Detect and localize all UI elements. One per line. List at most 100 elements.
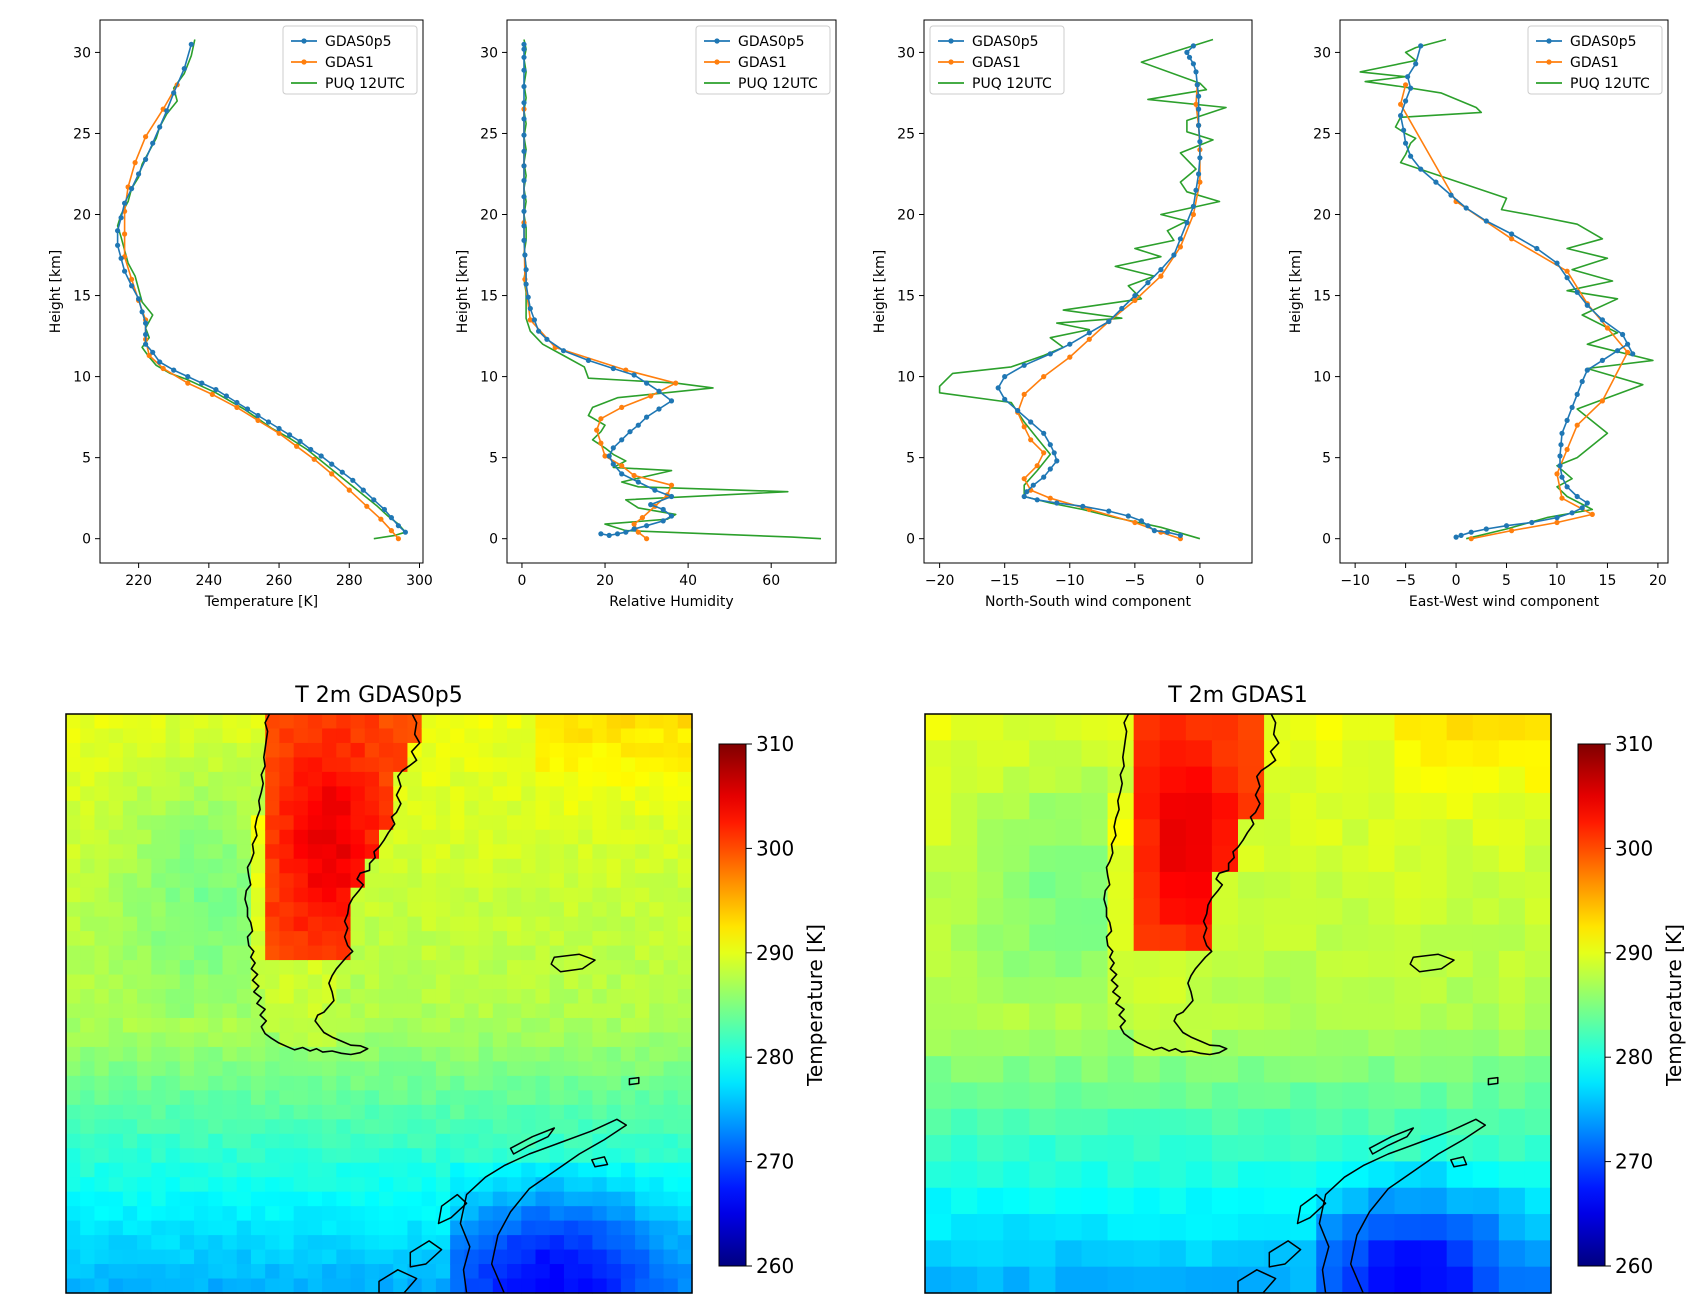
map-cell: [1472, 819, 1500, 847]
map-cell: [194, 1148, 209, 1164]
map-cell: [1290, 766, 1317, 794]
map-cell: [1264, 1003, 1291, 1031]
map-cell: [66, 1133, 81, 1149]
map-cell: [279, 829, 295, 845]
map-cell: [1211, 1187, 1239, 1215]
map-cell: [1342, 898, 1370, 926]
map-cell: [450, 974, 465, 990]
map-cell: [1524, 1003, 1552, 1031]
map-cell: [507, 887, 522, 903]
map-cell: [279, 858, 295, 874]
colorbar-label: Temperature [K]: [1662, 924, 1686, 1087]
map-cell: [108, 873, 124, 889]
map-cell: [592, 902, 608, 918]
map-cell: [307, 1017, 323, 1034]
data-point-gdas0p5: [521, 67, 527, 73]
map-cell: [620, 1090, 636, 1106]
map-cell: [80, 902, 96, 918]
map-cell: [535, 1235, 551, 1251]
map-cell: [1290, 1187, 1317, 1215]
map-cell: [663, 742, 679, 759]
map-cell: [563, 873, 579, 889]
data-point-gdas0p5: [1196, 106, 1202, 112]
map-cell: [464, 1046, 480, 1062]
map-cell: [478, 829, 494, 845]
map-cell: [663, 728, 679, 744]
map-cell: [336, 786, 352, 802]
map-cell: [635, 742, 650, 759]
map-cell: [208, 873, 224, 889]
map-cell: [236, 989, 252, 1005]
map-cell: [165, 1017, 181, 1034]
map-cell: [165, 1264, 181, 1280]
map-cell: [592, 771, 608, 787]
map-cell: [435, 771, 451, 787]
map-cell: [393, 1104, 409, 1120]
map-cell: [222, 757, 238, 773]
map-cell: [350, 858, 366, 874]
map-cell: [250, 887, 266, 903]
map-cell: [1185, 766, 1213, 794]
map-cell: [649, 786, 665, 802]
map-cell: [336, 771, 352, 787]
map-cell: [925, 714, 952, 741]
data-point-gdas0p5: [1184, 49, 1190, 56]
map-cell: [322, 902, 337, 918]
map-cell: [137, 1133, 152, 1149]
plot-area: [938, 38, 1227, 542]
map-cell: [108, 1278, 124, 1294]
map-cell: [194, 916, 209, 932]
map-cell: [663, 1249, 679, 1265]
map-cell: [951, 977, 978, 1005]
map-cell: [649, 1264, 665, 1280]
data-point-gdas0p5: [1015, 408, 1021, 414]
map-cell: [94, 1220, 110, 1236]
map-cell: [478, 1191, 494, 1207]
data-point-gdas0p5: [171, 90, 177, 96]
map-cell: [421, 873, 437, 889]
map-cell: [1081, 1056, 1109, 1084]
map-cell: [435, 742, 451, 759]
data-point-gdas0p5: [143, 341, 149, 347]
map-cell: [649, 1191, 665, 1207]
map-cell: [122, 844, 138, 860]
data-point-gdas0p5: [521, 148, 527, 154]
map-cell: [1290, 1135, 1317, 1163]
map-cell: [535, 800, 551, 816]
map-cell: [620, 1104, 636, 1120]
map-cell: [450, 1119, 465, 1135]
map-cell: [407, 887, 423, 903]
x-axis-label: North-South wind component: [985, 594, 1192, 610]
map-cell: [307, 1177, 323, 1193]
map-cell: [1133, 1082, 1161, 1110]
map-cell: [108, 844, 124, 860]
map-cell: [265, 960, 281, 976]
map-cell: [1524, 977, 1552, 1005]
map-cell: [677, 1264, 693, 1280]
data-point-gdas0p5: [1171, 252, 1177, 258]
map-cell: [222, 945, 238, 961]
map-cell: [492, 1148, 508, 1164]
map-cell: [1055, 1082, 1083, 1110]
map-cell: [122, 1264, 138, 1280]
map-cell: [407, 757, 423, 773]
map-cell: [677, 1046, 693, 1062]
map-cell: [1185, 714, 1213, 741]
colorbar-tick-label: 260: [1615, 1254, 1653, 1278]
map-cell: [1498, 819, 1526, 847]
map-cell: [535, 757, 551, 773]
map-cell: [250, 1090, 266, 1106]
map-cell: [350, 786, 366, 802]
map-cell: [179, 989, 195, 1005]
map-cell: [507, 916, 522, 932]
map-cell: [1055, 766, 1083, 794]
map-cell: [279, 1235, 295, 1251]
map-cell: [1003, 714, 1030, 741]
map-cell: [620, 1206, 636, 1222]
data-point-gdas0p5: [1468, 529, 1474, 535]
map-cell: [1342, 977, 1370, 1005]
map-cell: [194, 1090, 209, 1106]
data-point-gdas1: [1564, 268, 1570, 274]
map-cell: [350, 714, 366, 730]
map-cell: [663, 844, 679, 860]
